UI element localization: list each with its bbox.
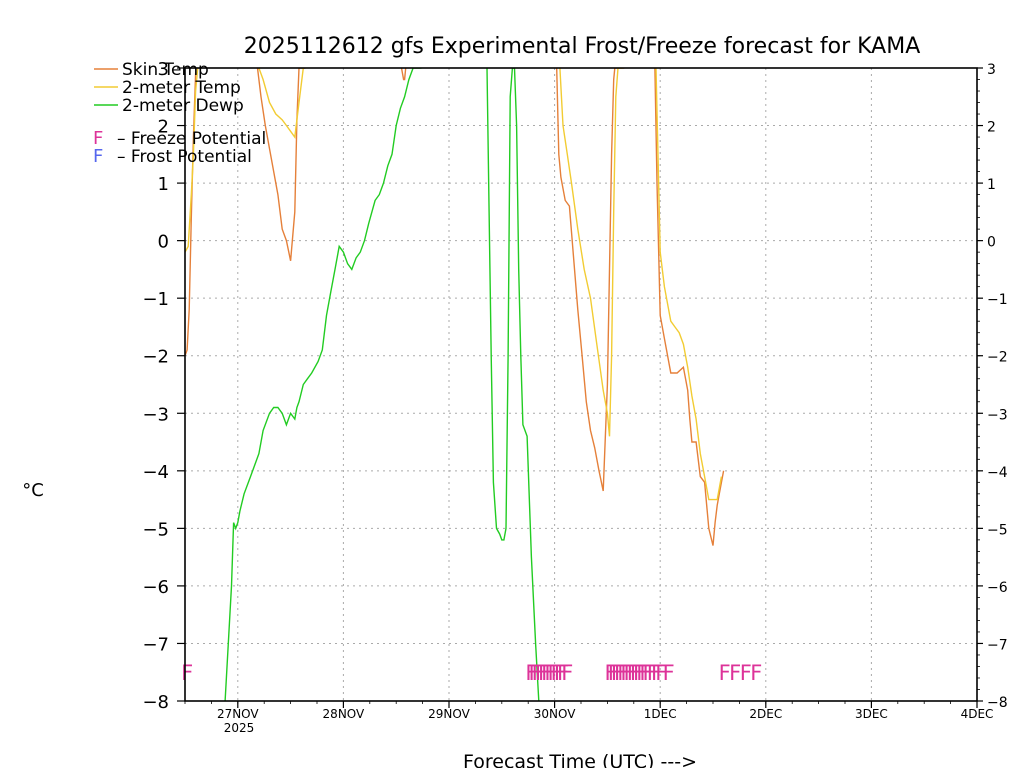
- x-tick-label: 29NOV: [428, 707, 470, 721]
- freeze-marker: F: [538, 661, 550, 685]
- y-tick-label-left: 2: [158, 117, 169, 138]
- x-tick-label: 27NOV: [217, 707, 259, 721]
- y-tick-label-right: −7: [987, 637, 1008, 653]
- freeze-marker: F: [630, 661, 642, 685]
- axis-ticks: [177, 67, 983, 708]
- chart-title: 2025112612 gfs Experimental Frost/Freeze…: [244, 34, 921, 59]
- series-lines: [185, 68, 725, 701]
- freeze-marker: F: [750, 661, 762, 685]
- y-tick-label-left: −3: [142, 404, 169, 425]
- y-tick-label-left: 1: [158, 174, 169, 195]
- y-tick-label-right: −8: [987, 695, 1008, 711]
- x-tick-label: 3DEC: [855, 707, 888, 721]
- y-tick-label-left: 3: [158, 59, 169, 80]
- freeze-marker: F: [639, 661, 651, 685]
- y-tick-labels-left: 3 2 1 0 −1 −2 −3 −4 −5 −6 −7 −8: [142, 59, 169, 713]
- freeze-marker: F: [535, 661, 547, 685]
- x-tick-label: 1DEC: [644, 707, 677, 721]
- 2-meter-temp-line: [185, 68, 723, 501]
- freeze-marker: F: [608, 661, 620, 685]
- potential-legend-symbol: F: [93, 128, 103, 149]
- y-tick-label-right: −4: [987, 465, 1008, 481]
- legend-entry: Skin Temp: [122, 60, 209, 80]
- freeze-marker: F: [740, 661, 752, 685]
- x-tick-label: 4DEC: [961, 707, 994, 721]
- y-axis-label: °C: [22, 480, 44, 501]
- y-tick-labels-right: 3 2 1 0 −1 −2 −3 −4 −5 −6 −7 −8: [987, 62, 1008, 711]
- legend-entry: 2-meter Temp: [122, 78, 241, 98]
- freeze-marker: F: [544, 661, 556, 685]
- y-tick-label-left: −7: [142, 634, 169, 655]
- y-tick-label-left: 0: [158, 232, 169, 253]
- freeze-marker: F: [551, 661, 563, 685]
- x-year-label: 2025: [224, 721, 255, 735]
- grid-lines: [185, 68, 977, 701]
- potential-legend-symbol: F: [93, 146, 103, 167]
- freeze-marker: F: [605, 661, 617, 685]
- freeze-marker: F: [655, 661, 667, 685]
- freeze-marker: F: [557, 661, 569, 685]
- freeze-marker: F: [617, 661, 629, 685]
- freeze-marker: F: [554, 661, 566, 685]
- 2-meter-dewp-line: [224, 68, 540, 701]
- freeze-marker: F: [627, 661, 639, 685]
- freeze-marker: F: [636, 661, 648, 685]
- y-tick-label-right: 0: [987, 235, 996, 251]
- y-tick-label-left: −5: [142, 519, 169, 540]
- y-tick-label-left: −4: [142, 462, 169, 483]
- freeze-marker: F: [561, 661, 573, 685]
- potential-legend-text: – Frost Potential: [117, 147, 252, 167]
- x-tick-label: 28NOV: [323, 707, 365, 721]
- freeze-marker: F: [719, 661, 731, 685]
- y-tick-label-right: −1: [987, 292, 1008, 308]
- y-tick-label-right: −6: [987, 580, 1008, 596]
- y-tick-label-left: −2: [142, 347, 169, 368]
- freeze-marker: F: [647, 661, 659, 685]
- freeze-marker: F: [633, 661, 645, 685]
- y-tick-label-left: −8: [142, 692, 169, 713]
- freeze-marker: F: [729, 661, 741, 685]
- y-tick-label-left: −6: [142, 577, 169, 598]
- y-tick-label-right: 1: [987, 177, 996, 193]
- y-tick-label-right: 3: [987, 62, 996, 78]
- freeze-marker: F: [624, 661, 636, 685]
- y-tick-label-right: 2: [987, 120, 996, 136]
- y-tick-label-right: −3: [987, 407, 1008, 423]
- x-tick-label: 30NOV: [534, 707, 576, 721]
- freeze-marker: F: [643, 661, 655, 685]
- freeze-marker: F: [181, 661, 193, 685]
- y-tick-label-right: −2: [987, 350, 1008, 366]
- x-axis-label: Forecast Time (UTC) --->: [463, 751, 697, 768]
- y-tick-label-right: −5: [987, 522, 1008, 538]
- legend-entry: 2-meter Dewp: [122, 96, 244, 116]
- freeze-marker: F: [614, 661, 626, 685]
- x-tick-labels: 27NOV 28NOV 29NOV 30NOV 1DEC 2DEC 3DEC 4DEC: [217, 707, 993, 721]
- freeze-marker: F: [541, 661, 553, 685]
- freeze-marker: F: [663, 661, 675, 685]
- freeze-marker: F: [547, 661, 559, 685]
- potential-legend-text: – Freeze Potential: [117, 129, 266, 149]
- freeze-marker: F: [528, 661, 540, 685]
- freeze-marker: F: [611, 661, 623, 685]
- x-tick-label: 2DEC: [749, 707, 782, 721]
- freeze-marker: F: [651, 661, 663, 685]
- freeze-marker: F: [525, 661, 537, 685]
- y-tick-label-left: −1: [142, 289, 169, 310]
- freeze-marker: F: [532, 661, 544, 685]
- freeze-marker: F: [620, 661, 632, 685]
